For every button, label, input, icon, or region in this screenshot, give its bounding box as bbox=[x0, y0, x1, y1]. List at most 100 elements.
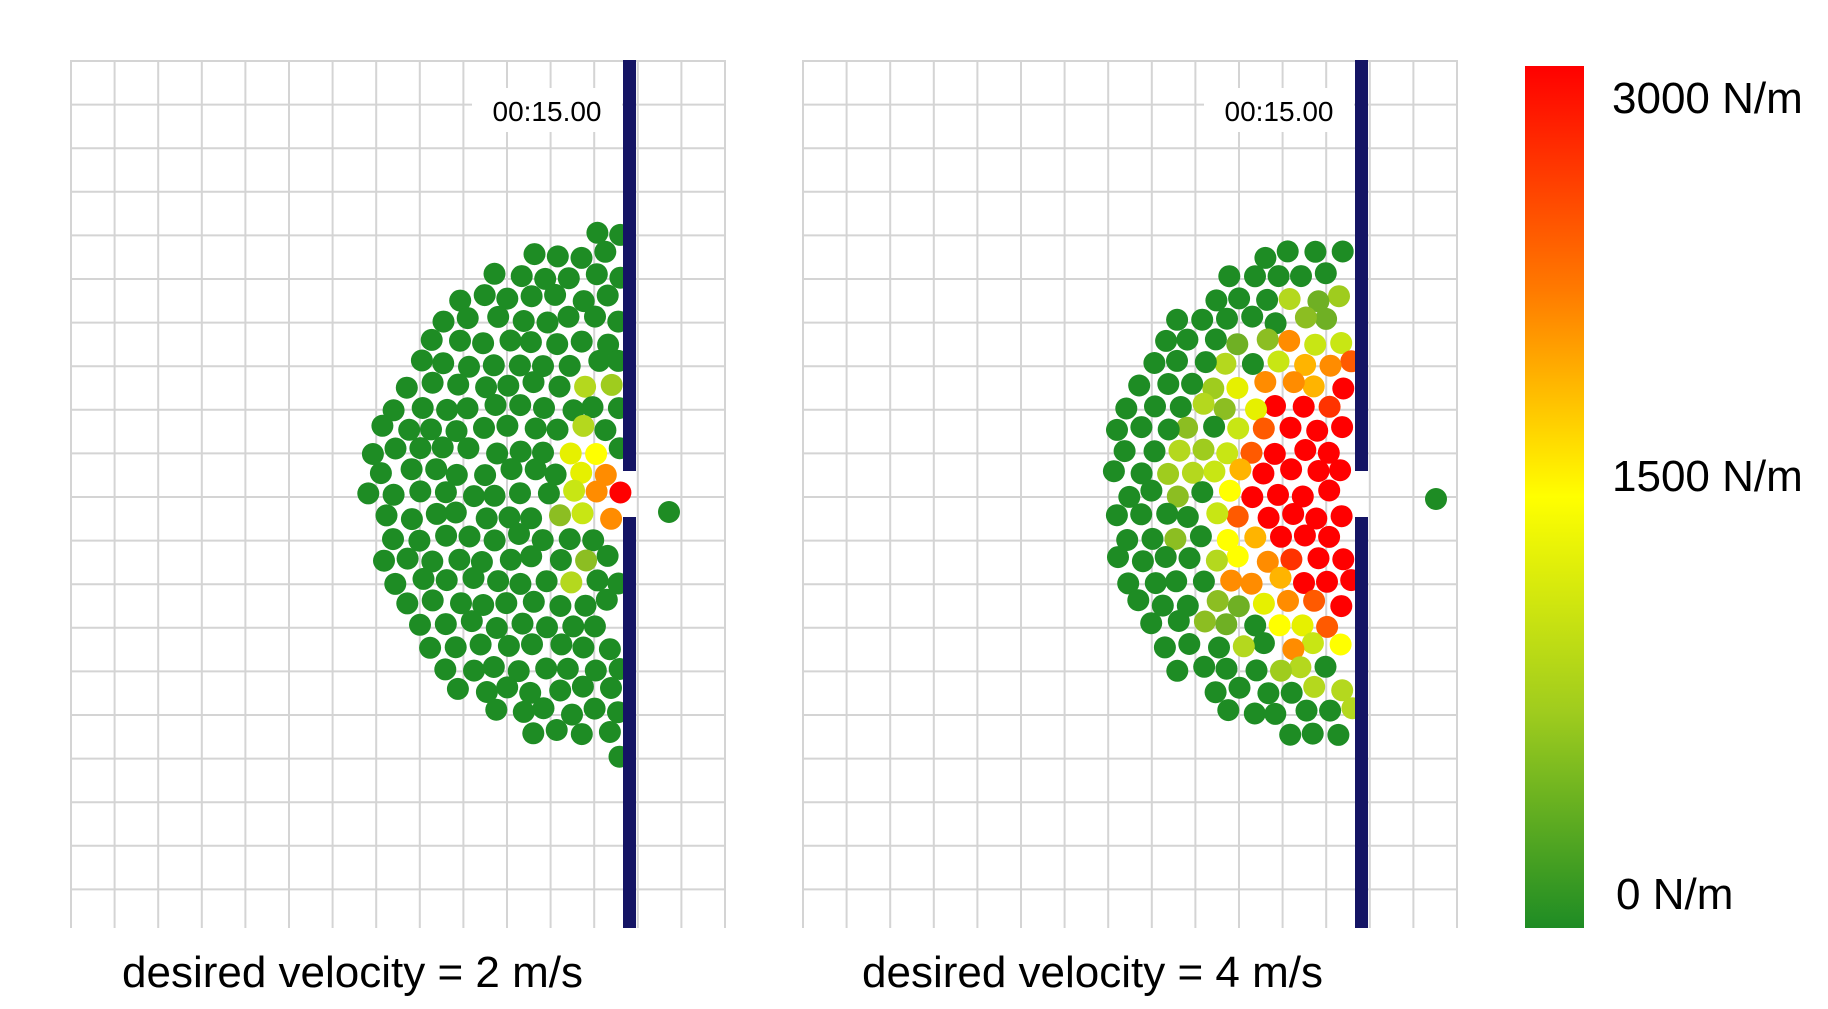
agent bbox=[435, 524, 458, 547]
agent bbox=[1269, 566, 1292, 589]
agent bbox=[1140, 479, 1163, 502]
agent bbox=[431, 436, 454, 459]
agent bbox=[1278, 329, 1301, 352]
agent bbox=[458, 525, 481, 548]
agent bbox=[1191, 308, 1214, 331]
agent bbox=[598, 638, 621, 661]
agent bbox=[511, 612, 534, 635]
agent bbox=[1304, 240, 1327, 263]
agent bbox=[432, 352, 455, 375]
agent bbox=[1293, 572, 1315, 594]
agent bbox=[1256, 550, 1279, 573]
agent bbox=[395, 376, 418, 399]
agent bbox=[600, 507, 623, 530]
agent bbox=[462, 567, 485, 589]
simulation-panel-right: 00:15.00 bbox=[802, 60, 1458, 928]
escaped-agent bbox=[658, 501, 680, 523]
agent bbox=[357, 482, 380, 505]
agent bbox=[1244, 265, 1266, 288]
agent bbox=[496, 414, 519, 437]
agent bbox=[444, 636, 467, 659]
agent bbox=[574, 375, 597, 398]
agent bbox=[449, 289, 472, 312]
agent bbox=[472, 594, 495, 616]
agent bbox=[522, 371, 545, 394]
agent bbox=[498, 506, 521, 529]
escaped-agent bbox=[1425, 488, 1447, 510]
agent bbox=[1204, 681, 1227, 704]
agent bbox=[1227, 417, 1250, 440]
agent bbox=[1144, 395, 1166, 418]
agent bbox=[1252, 592, 1275, 615]
agent bbox=[519, 681, 542, 704]
agent bbox=[512, 310, 535, 332]
agent bbox=[421, 371, 444, 394]
agent bbox=[1280, 458, 1303, 481]
agent bbox=[532, 697, 555, 720]
agent bbox=[1332, 548, 1355, 571]
agent bbox=[1176, 328, 1199, 351]
agent bbox=[1193, 655, 1216, 678]
agent bbox=[1203, 415, 1226, 438]
agent bbox=[1102, 460, 1125, 483]
agent bbox=[1302, 375, 1325, 398]
agent bbox=[1169, 396, 1192, 418]
agent bbox=[1280, 548, 1303, 571]
agent bbox=[594, 419, 617, 442]
agent bbox=[445, 420, 468, 443]
agent bbox=[544, 463, 567, 486]
agent bbox=[1117, 572, 1140, 595]
agent bbox=[1157, 418, 1180, 441]
colorbar-mid-label: 1500 N/m bbox=[1612, 452, 1803, 501]
agent bbox=[1176, 506, 1199, 528]
agent bbox=[1215, 613, 1238, 636]
agent bbox=[1216, 442, 1239, 465]
agent bbox=[1218, 265, 1241, 288]
agent bbox=[1165, 570, 1188, 593]
agent bbox=[1293, 524, 1316, 547]
agent bbox=[1141, 527, 1164, 550]
agent bbox=[571, 675, 594, 698]
agent bbox=[1191, 481, 1214, 504]
agent bbox=[1307, 460, 1330, 482]
agent bbox=[1118, 485, 1141, 508]
agent bbox=[512, 700, 535, 723]
agent bbox=[409, 480, 432, 503]
agent bbox=[595, 588, 618, 611]
agent bbox=[1206, 502, 1229, 525]
simulation-canvas-right: 00:15.00 bbox=[802, 60, 1458, 928]
agent bbox=[485, 617, 508, 639]
agent bbox=[487, 305, 510, 328]
agent bbox=[456, 307, 479, 330]
agent bbox=[1228, 287, 1251, 310]
agent bbox=[546, 245, 569, 268]
agent bbox=[1307, 290, 1330, 313]
agent bbox=[1241, 305, 1264, 328]
agent bbox=[1254, 371, 1277, 393]
agent bbox=[1282, 503, 1305, 525]
agent bbox=[570, 246, 593, 269]
agent bbox=[585, 263, 608, 286]
agent bbox=[600, 677, 622, 699]
agent bbox=[434, 481, 457, 504]
agent bbox=[1282, 638, 1305, 661]
agent bbox=[563, 479, 586, 502]
agent bbox=[1331, 416, 1354, 439]
agent bbox=[596, 284, 619, 307]
agent bbox=[469, 633, 492, 656]
agent bbox=[1193, 610, 1216, 633]
agent bbox=[1155, 329, 1178, 352]
agent bbox=[1226, 505, 1249, 528]
agent bbox=[1226, 545, 1249, 568]
agent bbox=[560, 571, 583, 594]
agent bbox=[523, 243, 546, 266]
agent bbox=[1291, 485, 1314, 508]
agent bbox=[1130, 416, 1153, 439]
agent bbox=[1330, 595, 1353, 618]
agent bbox=[1130, 462, 1153, 485]
agent bbox=[1290, 265, 1312, 288]
agent bbox=[558, 528, 581, 551]
agent bbox=[1314, 655, 1337, 678]
agent bbox=[435, 569, 458, 592]
agent bbox=[520, 545, 543, 568]
